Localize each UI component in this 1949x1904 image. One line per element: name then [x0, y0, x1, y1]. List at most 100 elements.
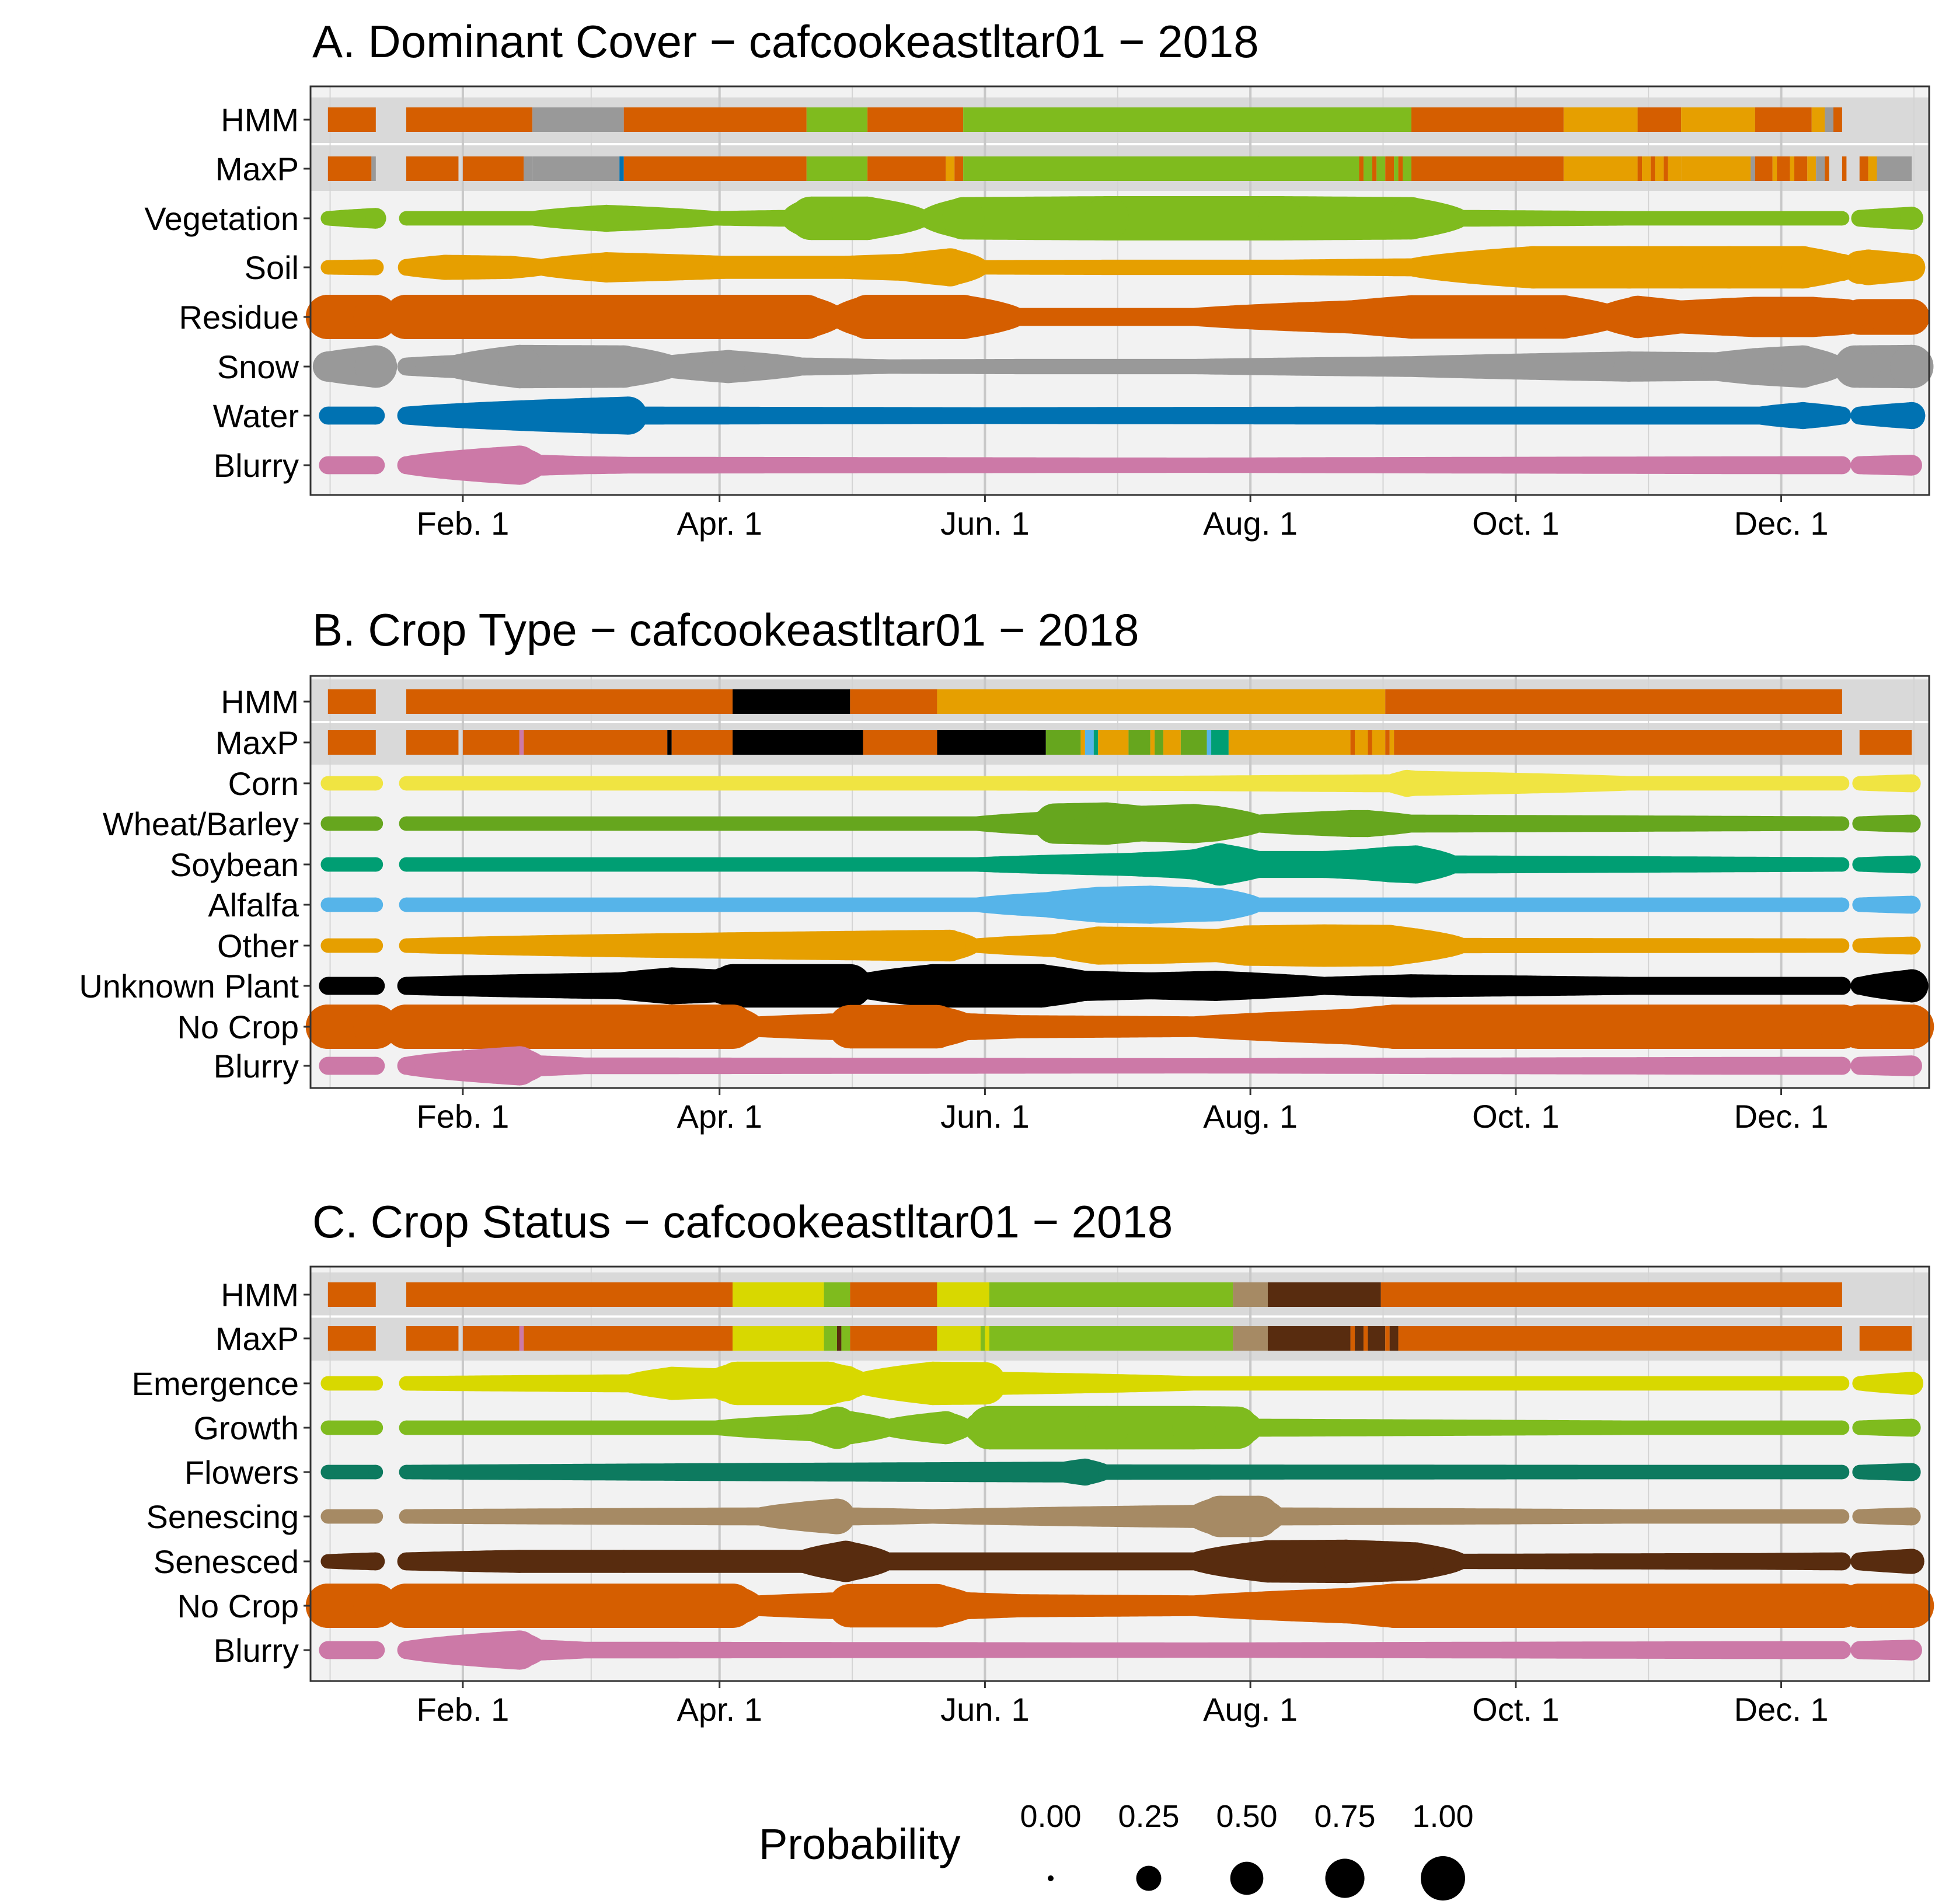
y-label-flowers: Flowers [184, 1454, 299, 1491]
x-label-apr-1: Apr. 1 [677, 1691, 762, 1728]
maxp-segment-emergence [733, 1326, 824, 1351]
probability-ribbon [327, 938, 376, 953]
hmm-segment-soil [1811, 107, 1825, 132]
probability-point [967, 1406, 1012, 1450]
probability-point [1008, 1594, 1031, 1617]
hmm-segment-emergence [937, 1282, 989, 1307]
maxp-segment-no-crop [1350, 730, 1355, 755]
probability-point [834, 256, 857, 279]
probability-ribbon [406, 924, 1842, 967]
hmm-segment-snow [1825, 107, 1834, 132]
probability-point [710, 1584, 755, 1628]
y-label-emergence: Emergence [132, 1365, 299, 1402]
maxp-segment-no-crop [1859, 730, 1912, 755]
probability-point [1850, 456, 1869, 475]
probability-point [712, 256, 735, 279]
x-label-feb-1: Feb. 1 [417, 1098, 510, 1135]
probability-point [368, 857, 383, 872]
probability-point [1852, 776, 1867, 791]
y-label-soybean: Soybean [170, 846, 299, 883]
maxp-segment-blurry [519, 1326, 524, 1351]
probability-point [1837, 1005, 1882, 1049]
probability-point [368, 938, 383, 953]
probability-point [1334, 300, 1367, 334]
probability-point [1158, 850, 1186, 878]
legend-label-1: 0.25 [1118, 1799, 1179, 1834]
series-senescing [320, 1495, 1921, 1537]
panel-crop-type: B. Crop Type − cafcookeastltar01 − 2018 … [79, 604, 1934, 1135]
hmm-segment-senescing [1233, 1282, 1268, 1307]
maxp-segment-soil [1668, 156, 1682, 181]
y-label-blurry: Blurry [214, 1048, 299, 1084]
maxp-segment-vegetation [963, 156, 1359, 181]
hmm-segment-residue [1755, 107, 1812, 132]
probability-ribbon [1859, 936, 1912, 955]
probability-point [1902, 1507, 1921, 1526]
probability-point [367, 1056, 385, 1075]
maxp-segment-growth [989, 1326, 1233, 1351]
probability-point [833, 1411, 867, 1445]
series-blurry [319, 1630, 1922, 1670]
maxp-segment-vegetation [1363, 156, 1372, 181]
probability-ribbon [1859, 1507, 1912, 1526]
probability-point [1172, 1406, 1216, 1450]
maxp-segment-no-crop [1385, 730, 1390, 755]
probability-ribbon [327, 1641, 376, 1659]
maxp-segment-other [1080, 730, 1085, 755]
probability-ribbon [406, 885, 1842, 924]
probability-point [367, 406, 385, 425]
probability-point [383, 295, 428, 339]
series-corn [320, 769, 1921, 797]
probability-point [612, 1550, 636, 1573]
probability-point [1737, 348, 1774, 385]
probability-point [1079, 926, 1117, 965]
hmm-segment-no-crop [327, 689, 376, 714]
probability-point [1833, 1552, 1852, 1571]
probability-ribbon [406, 445, 1842, 485]
probability-ribbon [406, 769, 1842, 797]
probability-point [399, 816, 414, 831]
probability-point [1902, 1418, 1921, 1437]
y-label-other: Other [217, 927, 299, 964]
probability-ribbon [406, 344, 1842, 389]
maxp-segment-residue [623, 156, 807, 181]
probability-point [1199, 1495, 1241, 1537]
probability-point [1396, 845, 1435, 884]
probability-point [1664, 300, 1698, 334]
probability-point [1850, 249, 1887, 285]
probability-point [399, 897, 414, 912]
maxp-segment-no-crop [462, 730, 519, 755]
maxp-segment-residue [1359, 156, 1364, 181]
maxp-segment-vegetation [1376, 156, 1386, 181]
probability-point [1850, 1552, 1869, 1571]
probability-point [1226, 925, 1267, 966]
probability-point [1131, 885, 1170, 924]
hmm-segment-residue [1637, 107, 1682, 132]
probability-point [1176, 887, 1211, 922]
probability-point [397, 357, 416, 376]
maxp-segment-other [1389, 730, 1394, 755]
probability-point [1659, 246, 1703, 289]
maxp-segment-residue [462, 156, 524, 181]
probability-point [1835, 938, 1850, 953]
hmm-segment-soil [1563, 107, 1638, 132]
probability-point [305, 295, 350, 339]
probability-point [1894, 299, 1930, 335]
probability-point [911, 964, 955, 1008]
probability-point [1852, 1509, 1867, 1524]
probability-point [828, 1005, 872, 1049]
probability-point [1389, 295, 1434, 339]
probability-point [1034, 803, 1075, 844]
maxp-segment-residue [1411, 156, 1564, 181]
probability-point [1344, 849, 1375, 880]
probability-ribbon [1859, 1640, 1912, 1661]
maxp-segment-emergence [985, 1326, 989, 1351]
probability-point [1197, 805, 1234, 842]
maxp-segment-residue [1755, 156, 1773, 181]
probability-point [1707, 246, 1751, 289]
probability-point [320, 776, 336, 791]
series-emergence [320, 1361, 1923, 1406]
probability-point [1902, 895, 1921, 914]
probability-point [1735, 297, 1776, 337]
